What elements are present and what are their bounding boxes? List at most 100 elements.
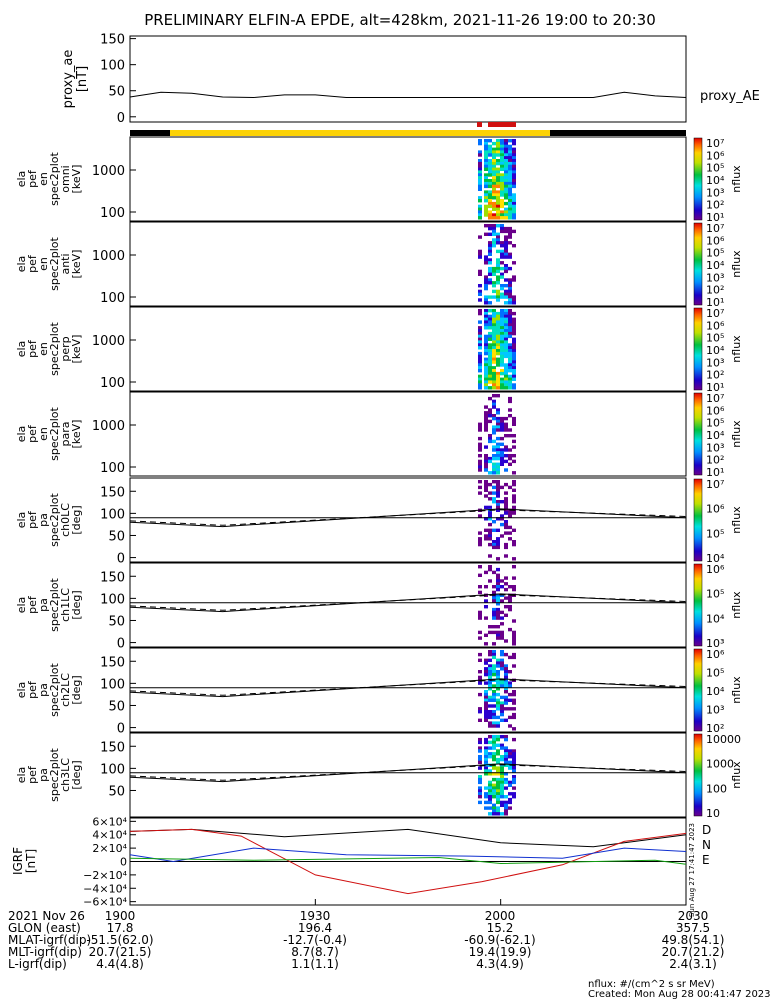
colorbar	[693, 478, 703, 562]
spectrogram-cell	[500, 780, 504, 785]
spectrogram-cell	[496, 707, 500, 711]
chart-title: PRELIMINARY ELFIN-A EPDE, alt=428km, 202…	[144, 11, 656, 29]
spectrogram-cell	[478, 480, 482, 484]
colorbar	[693, 733, 703, 817]
spectrogram-cell	[492, 439, 496, 444]
spectrogram-cell	[508, 363, 512, 367]
spectrogram-cell	[504, 289, 508, 294]
spectrogram-cell	[512, 357, 516, 361]
spectrogram-cell	[496, 337, 500, 341]
spectrogram-cell	[478, 542, 482, 547]
spectrogram-cell	[488, 246, 492, 251]
spectrogram-cell	[484, 672, 488, 677]
spectrogram-cell	[484, 425, 488, 429]
spectrogram-cell	[478, 176, 482, 180]
spectrogram-cell	[488, 687, 492, 691]
spectrogram-cell	[504, 278, 508, 282]
spectrogram-cell	[500, 661, 504, 665]
spectrogram-cell	[500, 650, 504, 654]
spectrogram-cell	[488, 522, 492, 527]
spectrogram-cell	[500, 326, 504, 330]
spectrogram-cell	[484, 311, 488, 316]
spectrogram-cell	[512, 737, 516, 742]
spectrogram-cell	[512, 434, 516, 438]
igrf-ytick-label: 4×10⁴	[92, 829, 127, 842]
spectrogram-cell	[496, 664, 500, 668]
spectrogram-cell	[492, 416, 496, 421]
spectrogram-cell	[478, 170, 482, 174]
spectrogram-cell	[478, 718, 482, 722]
spectrogram-cell	[508, 380, 512, 384]
spectrogram-cell	[484, 167, 488, 171]
spectrogram-cell	[496, 193, 500, 197]
spectrogram-cell	[512, 139, 516, 143]
ytick-label: 100	[100, 461, 125, 476]
spectrogram-cell	[500, 159, 504, 163]
spectrogram-cell	[496, 454, 500, 458]
spectrogram-cell	[484, 616, 488, 620]
spectrogram-cell	[492, 724, 496, 728]
ytick-label: 100	[100, 507, 125, 522]
spectrogram-cell	[500, 213, 504, 217]
spectrogram-cell	[492, 613, 496, 617]
spectrogram-cell	[504, 264, 508, 268]
spectrogram-cell	[496, 465, 500, 469]
spectrogram-cell	[478, 630, 482, 635]
spectrogram-cell	[496, 408, 500, 412]
spectrogram-cell	[478, 537, 482, 541]
spectrogram-cell	[512, 159, 516, 163]
spectrogram-cell	[504, 235, 508, 239]
spectrogram-cell	[508, 184, 512, 189]
spectrogram-cell	[484, 156, 488, 160]
colorbar-tick-label: 10⁷	[706, 222, 724, 235]
spectrogram-cell	[508, 159, 512, 163]
spectrogram-cell	[500, 224, 504, 228]
spectrogram-cell	[484, 176, 488, 180]
spectrogram-cell	[504, 156, 508, 160]
spectrogram-cell	[504, 317, 508, 321]
spectrogram-cell	[478, 235, 482, 239]
spectrogram-cell	[500, 777, 504, 782]
spectrogram-cell	[504, 246, 508, 251]
spectrogram-cell	[500, 786, 504, 790]
spectrogram-cell	[488, 664, 492, 668]
spectrogram-cell	[492, 213, 496, 217]
spectrogram-cell	[504, 252, 508, 256]
igrf-d-line	[129, 828, 687, 895]
spectrogram-cell	[500, 349, 504, 353]
spectrogram-cell	[478, 199, 482, 203]
spectrogram-cell	[504, 369, 508, 373]
spectrogram-cell	[504, 786, 508, 790]
spectrogram-cell	[512, 445, 516, 449]
spectrogram-cell	[508, 292, 512, 296]
spectrogram-cell	[478, 636, 482, 640]
spectrogram-cell	[484, 150, 488, 154]
spectrogram-cell	[488, 337, 492, 341]
spectrogram-cell	[504, 329, 508, 333]
spectrogram-cell	[504, 311, 508, 316]
spectrogram-cell	[500, 226, 504, 231]
spectrogram-cell	[500, 630, 504, 635]
spectrogram-cell	[500, 179, 504, 183]
spectrogram-cell	[500, 772, 504, 776]
spectrogram-cell	[500, 383, 504, 387]
spectrogram-cell	[504, 266, 508, 271]
colorbar-tick-label: 10000	[706, 733, 741, 746]
spectrogram-cell	[484, 766, 488, 770]
ytick-label: 0	[117, 552, 125, 567]
spectrogram-cell	[512, 769, 516, 773]
spectrogram-cell	[496, 537, 500, 541]
spectrogram-cell	[488, 266, 492, 271]
axis-table-cell: -60.9(-62.1)	[464, 933, 535, 947]
spectrogram-cell	[484, 701, 488, 705]
colorbar-tick-label: 10³	[706, 704, 724, 717]
spectrogram-cell	[504, 383, 508, 387]
spectrogram-cell	[488, 295, 492, 299]
colorbar-tick-label: 10⁶	[706, 234, 725, 247]
spectrogram-cell	[496, 377, 500, 381]
spectrogram-cell	[512, 528, 516, 532]
spectrogram-cell	[504, 179, 508, 183]
colorbar-tick-label: 10³	[706, 356, 724, 369]
spectrogram-cell	[508, 780, 512, 785]
spectrogram-cell	[508, 181, 512, 186]
